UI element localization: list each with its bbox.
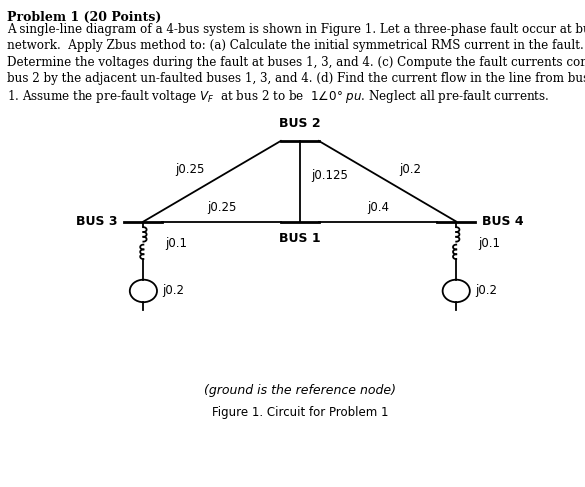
Text: j0.25: j0.25 <box>207 201 236 214</box>
Text: j0.1: j0.1 <box>478 237 500 250</box>
Text: j0.25: j0.25 <box>175 163 204 176</box>
Text: j0.1: j0.1 <box>165 237 187 250</box>
Text: BUS 4: BUS 4 <box>482 215 524 228</box>
Text: (ground is the reference node): (ground is the reference node) <box>204 384 396 397</box>
Text: BUS 1: BUS 1 <box>279 232 321 245</box>
Text: 1. Assume the pre-fault voltage $V_F$  at bus 2 to be  $1\angle0°$ $pu$. Neglect: 1. Assume the pre-fault voltage $V_F$ at… <box>7 88 549 105</box>
Text: bus 2 by the adjacent un-faulted buses 1, 3, and 4. (d) Find the current flow in: bus 2 by the adjacent un-faulted buses 1… <box>7 72 585 85</box>
Text: j0.4: j0.4 <box>367 201 389 214</box>
Text: network.  Apply Zbus method to: (a) Calculate the initial symmetrical RMS curren: network. Apply Zbus method to: (a) Calcu… <box>7 39 585 53</box>
Text: j0.125: j0.125 <box>311 169 348 182</box>
Text: BUS 2: BUS 2 <box>279 117 321 130</box>
Text: Determine the voltages during the fault at buses 1, 3, and 4. (c) Compute the fa: Determine the voltages during the fault … <box>7 56 585 69</box>
Text: Figure 1. Circuit for Problem 1: Figure 1. Circuit for Problem 1 <box>212 406 388 419</box>
Text: A single-line diagram of a 4-bus system is shown in Figure 1. Let a three-phase : A single-line diagram of a 4-bus system … <box>7 23 585 37</box>
Text: j0.2: j0.2 <box>399 163 421 176</box>
Text: BUS 3: BUS 3 <box>76 215 118 228</box>
Text: Problem 1 (20 Points): Problem 1 (20 Points) <box>7 11 161 24</box>
Text: j0.2: j0.2 <box>475 284 497 298</box>
Text: j0.2: j0.2 <box>163 284 184 298</box>
